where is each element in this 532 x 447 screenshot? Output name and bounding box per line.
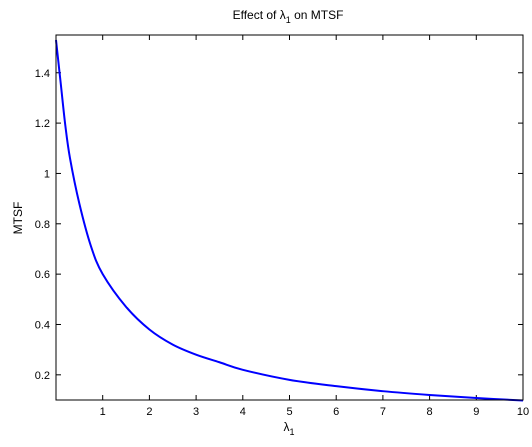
x-tick-label: 9 [473,406,479,418]
x-tick-label: 3 [193,406,199,418]
x-tick-label: 10 [517,406,529,418]
x-ticks: 1 2 3 4 5 6 7 8 9 10 [100,35,529,418]
x-tick-label: 6 [333,406,339,418]
y-tick-label: 0.6 [35,269,50,281]
y-tick-label: 1.4 [35,68,50,80]
y-tick-label: 1.2 [35,118,50,130]
x-tick-label: 7 [380,406,386,418]
x-tick-label: 1 [100,406,106,418]
y-ticks: 0.2 0.4 0.6 0.8 1 1.2 1.4 [35,68,523,382]
y-tick-label: 0.8 [35,219,50,231]
mtsf-series-line [55,39,524,402]
y-tick-label: 1 [44,168,50,180]
y-tick-label: 0.4 [35,319,50,331]
x-axis-label: λ1 [283,420,294,437]
x-tick-label: 4 [240,406,246,418]
x-tick-label: 8 [427,406,433,418]
chart-title: Effect of λ1 on MTSF [233,8,344,25]
x-tick-label: 2 [146,406,152,418]
y-tick-label: 0.2 [35,370,50,382]
y-axis-label: MTSF [11,202,25,235]
plot-frame [55,34,524,401]
x-tick-label: 5 [286,406,292,418]
